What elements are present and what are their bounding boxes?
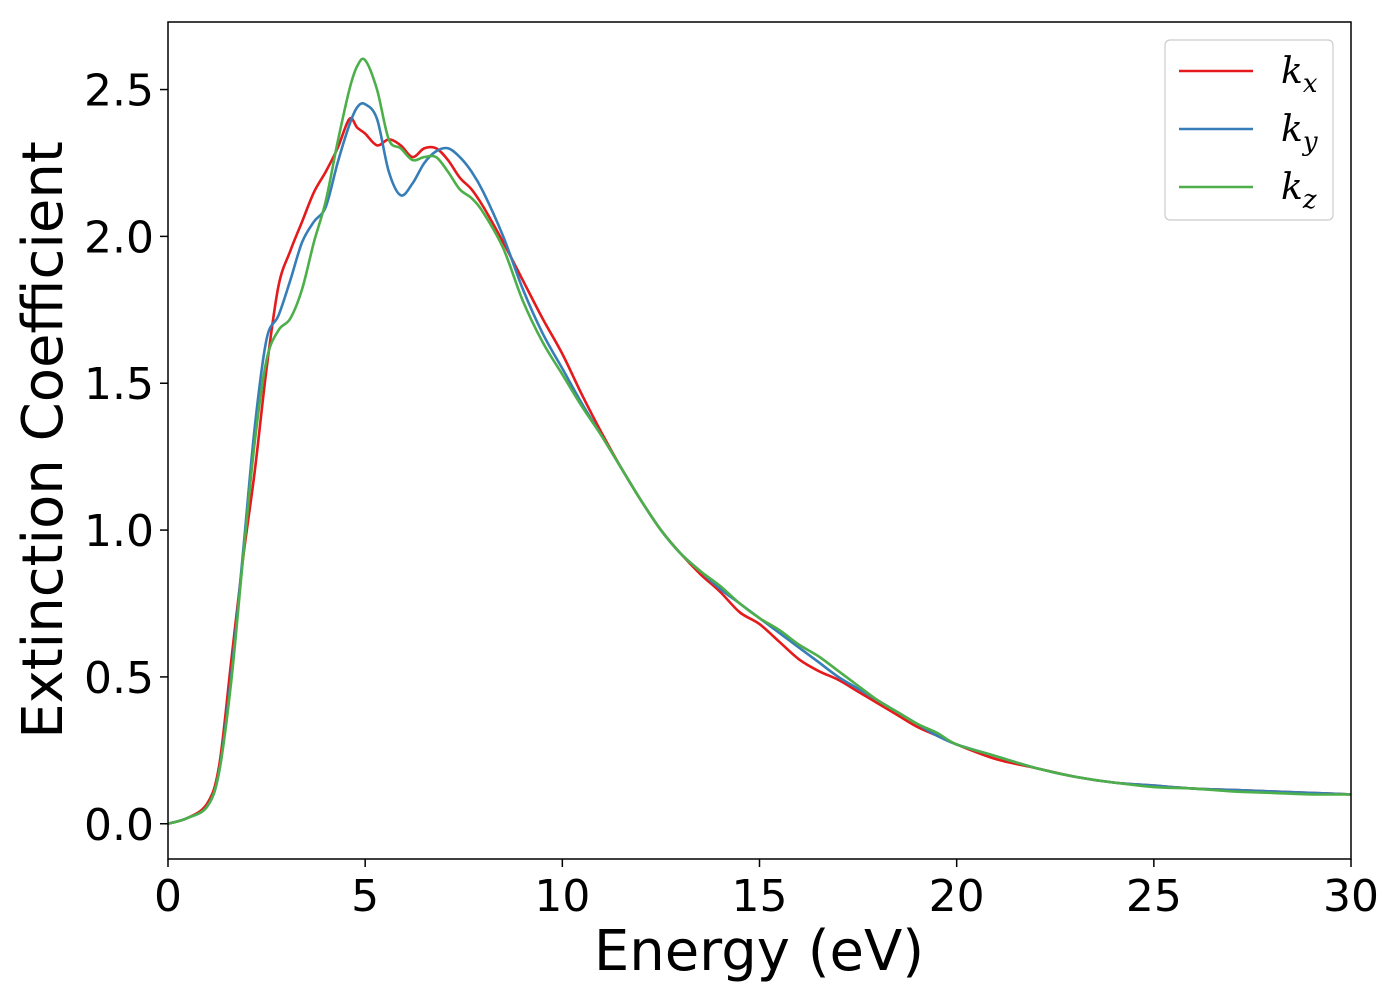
y-tick-label: 0.5 [84,653,154,704]
x-tick-label: 20 [929,871,985,922]
y-tick-label: 1.5 [84,359,154,410]
x-tick-label: 10 [534,871,590,922]
x-tick-label: 25 [1126,871,1182,922]
x-tick-label: 0 [154,871,182,922]
y-tick-label: 2.5 [84,66,154,117]
x-axis-ticks: 0 5 10 15 20 25 30 [154,859,1379,922]
legend-label-k-x: kx [1281,51,1318,99]
y-tick-label: 2.0 [84,212,154,263]
series-line-k-z [167,57,1352,826]
legend-label-k-y: ky [1281,109,1318,157]
y-axis-ticks: 0.0 0.5 1.0 1.5 2.0 2.5 [84,66,168,851]
x-axis-label: Energy (eV) [594,919,924,984]
plot-area [168,22,1351,859]
x-tick-label: 30 [1323,871,1379,922]
x-tick-label: 5 [351,871,379,922]
legend-items: kx ky kz [1179,51,1318,215]
legend-label-k-z: kz [1281,167,1317,215]
series-layer [167,57,1352,826]
x-tick-label: 15 [732,871,788,922]
y-tick-label: 1.0 [84,506,154,557]
y-tick-label: 0.0 [84,800,154,851]
y-axis-label: Extinction Coefficient [11,141,76,739]
legend: kx ky kz [1164,39,1334,221]
